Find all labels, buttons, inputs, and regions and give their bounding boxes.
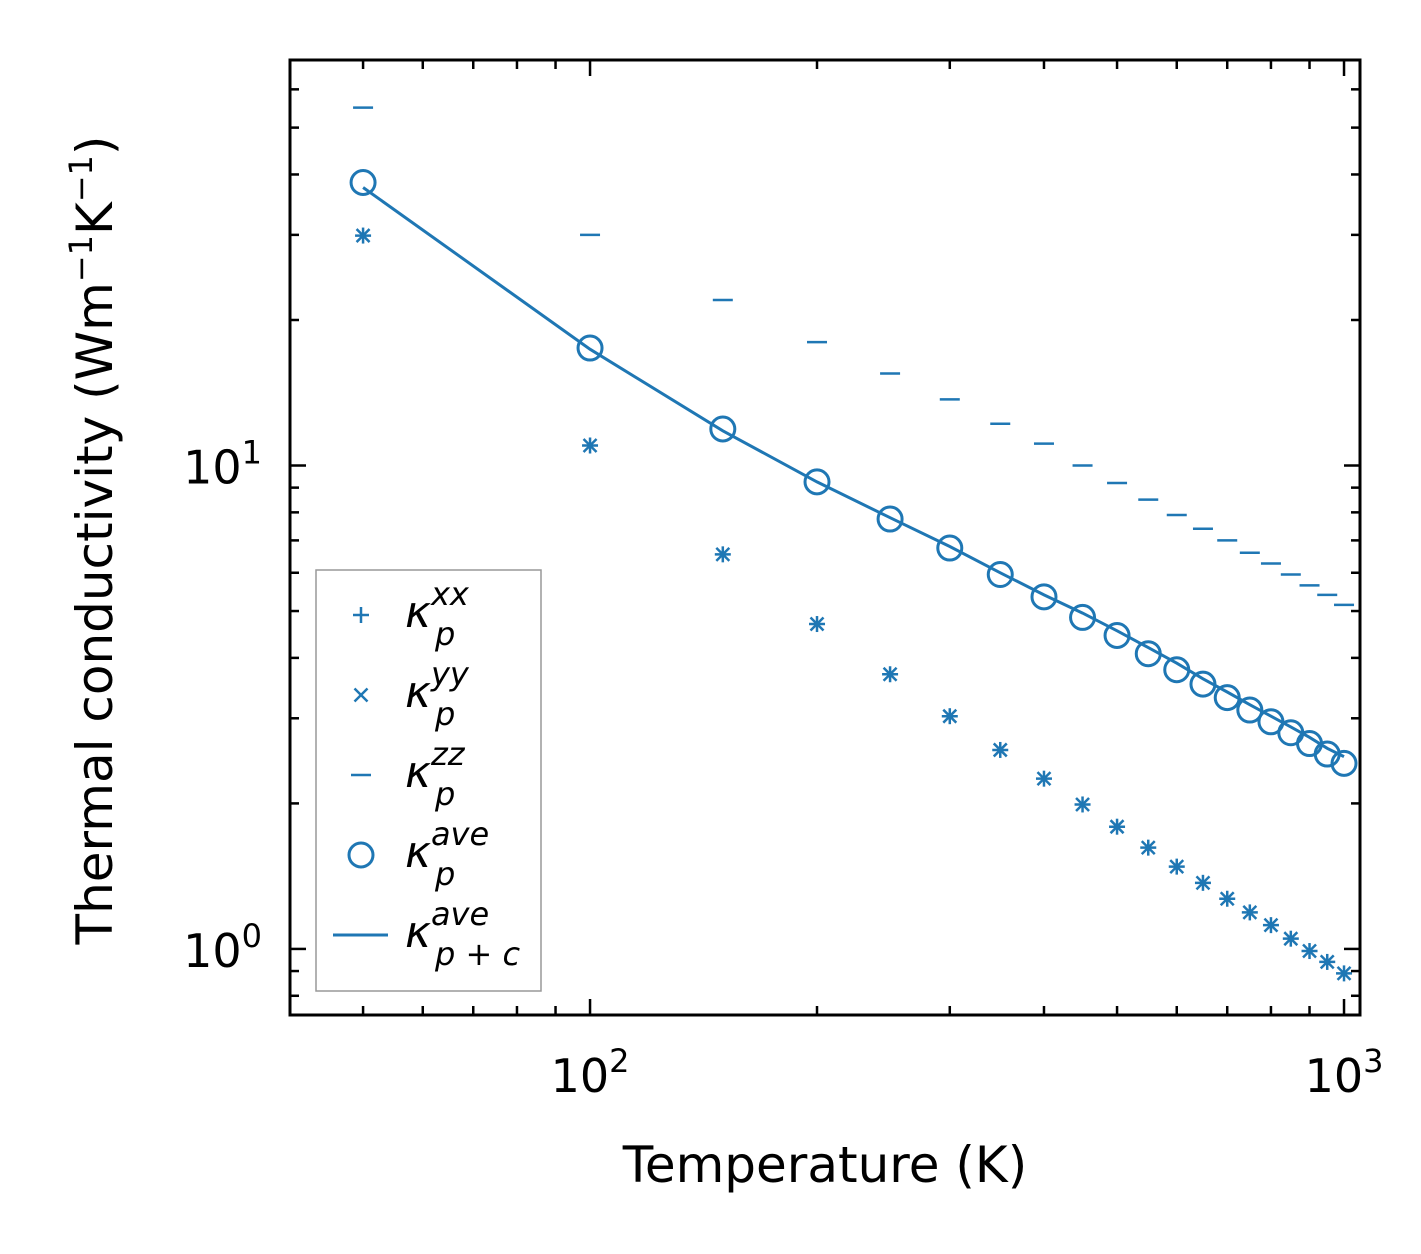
tick-labels: 102 103 100 101 [183,434,1383,1103]
legend-marker-plus [353,607,369,623]
x-b [355,228,371,243]
point-yy [1283,931,1299,947]
point-yy [1075,797,1090,812]
y-tick-label: 101 [183,434,262,495]
y-axis-label: Thermal conductivity (Wm−1K−1) [62,136,124,946]
point-yy [1195,875,1211,891]
legend-marker-circle [347,841,375,869]
axis-ticks [288,60,1360,1015]
point-yy [1219,891,1235,907]
point-ave [576,334,604,362]
legend-entry-1: κxx p [353,575,470,653]
series-line-ave_pc [362,186,1345,758]
point-yy [942,708,958,724]
point-yy [1263,917,1279,933]
x-b [882,666,898,682]
point-yy [1109,819,1125,835]
x-b [1075,797,1090,812]
point-ave [1030,583,1058,611]
x-b [992,742,1008,758]
x-b [1195,875,1211,891]
point-yy [809,616,825,632]
x-b [1219,891,1235,907]
legend-label: κyy p [405,655,470,733]
x-b [1263,917,1279,933]
point-yy [582,438,598,453]
series-yy [355,228,1352,981]
legend-marker-x [353,687,369,703]
x-b [1140,840,1156,856]
legend-box [315,569,542,992]
x-b [1036,771,1052,787]
plot-frame [288,58,1362,1017]
point-yy [1169,859,1185,875]
point-yy [1336,966,1352,981]
x-b [1109,819,1125,835]
x-b [942,708,958,724]
y-tick-label: 100 [183,917,262,978]
x-tick-label: 103 [1305,1042,1384,1103]
point-yy [882,666,898,682]
x-b [353,687,369,703]
x-b [1336,966,1352,981]
x-b [809,616,825,632]
x-b [1283,931,1299,947]
point-yy [1036,771,1052,787]
point-ave [986,561,1014,589]
point-yy [1302,943,1317,959]
legend-entry-2: κyy p [353,655,470,733]
legend-entry-5: κave p + c [333,895,520,973]
legend-label: κxx p [405,575,470,653]
series-ave_pc [362,186,1345,758]
point-ave [803,468,831,496]
point-ave [349,168,377,196]
point-yy [1242,905,1258,920]
x-b [715,546,731,562]
point-ave [936,534,964,562]
x-b [1319,954,1335,970]
point-ave [709,415,737,443]
point-ave [1103,622,1131,650]
x-b [1242,905,1258,920]
x-axis-label: Temperature (K) [622,1136,1027,1194]
x-tick-label: 102 [551,1042,630,1103]
series-zz [353,106,1355,607]
legend-entry-4: κave p [347,815,489,893]
legend-label: κave p [405,815,489,893]
point-yy [1140,840,1156,856]
point-yy [992,742,1008,758]
point-ave [1069,603,1097,631]
point-yy [715,546,731,562]
x-b [582,438,598,453]
x-b [1169,859,1185,875]
point-yy [355,228,371,243]
point-ave [876,505,904,533]
point-ave [1330,749,1358,777]
point-yy [1319,954,1335,970]
x-b [1302,943,1317,959]
legend-entry-3: κzz p [351,735,466,813]
data-marks [349,106,1358,982]
legend-label: κzz p [405,735,466,813]
legend-label: κave p + c [405,895,520,973]
